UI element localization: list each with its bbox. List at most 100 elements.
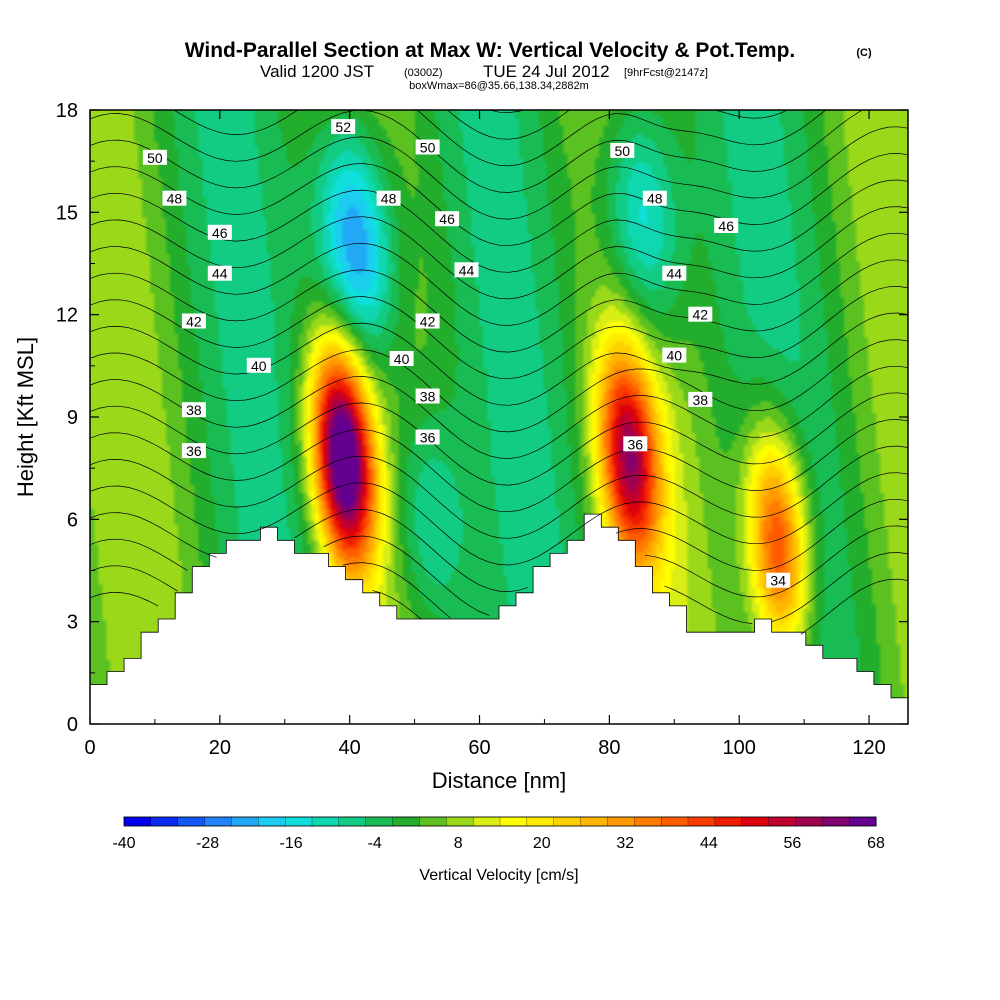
theta-label-bg: [662, 265, 687, 281]
colorbar-swatch: [311, 816, 340, 827]
theta-label-text: 36: [628, 436, 644, 452]
valid-zulu: (0300Z): [404, 67, 443, 79]
theta-label: 40: [389, 351, 414, 367]
theta-label-bg: [415, 139, 440, 155]
theta-label-text: 46: [439, 211, 455, 227]
theta-label-bg: [162, 190, 187, 206]
colorbar-tick-label: -4: [368, 835, 382, 852]
colorbar-tick-label: -40: [112, 835, 135, 852]
colorbar-frame: [123, 816, 877, 827]
theta-label-bg: [714, 218, 739, 233]
theta-label-bg: [181, 443, 206, 459]
colorbar-swatch: [446, 816, 474, 827]
colorbar-swatch: [231, 816, 259, 827]
theta-contours: [90, 0, 908, 635]
theta-label-bg: [207, 224, 232, 240]
forecast-info: [9hrFcst@2147z]: [624, 67, 708, 79]
theta-contour-line: [90, 126, 908, 220]
theta-label-bg: [389, 351, 414, 366]
y-tick-label: 0: [67, 714, 78, 736]
colorbar-tick-label: -16: [280, 835, 303, 852]
theta-label-text: 48: [167, 191, 183, 207]
theta-label-bg: [207, 265, 232, 281]
colorbar-swatch: [660, 816, 689, 827]
theta-label: 46: [435, 211, 460, 227]
valid-date: TUE 24 Jul 2012: [483, 62, 610, 81]
theta-contour-line: [90, 365, 908, 459]
theta-contour-line: [173, 110, 827, 167]
theta-label-text: 46: [212, 225, 228, 241]
theta-label: 44: [454, 262, 479, 278]
colorbar-tick-label: 20: [533, 835, 551, 852]
x-tick-label: 80: [598, 737, 620, 759]
valid-prefix: Valid 1200 JST: [260, 62, 374, 81]
theta-label-text: 38: [693, 392, 709, 408]
theta-label-text: 48: [381, 191, 397, 207]
colorbar-swatch: [526, 816, 555, 827]
theta-contour-line: [90, 312, 908, 406]
theta-label-bg: [415, 313, 440, 329]
theta-label: 36: [415, 429, 440, 446]
theta-contour-line: [90, 0, 908, 33]
theta-label: 46: [714, 218, 739, 234]
theta-label-bg: [688, 391, 713, 407]
theta-label-bg: [142, 149, 167, 165]
theta-label-bg: [246, 357, 271, 373]
theta-contour-line: [90, 392, 908, 486]
theta-label-text: 44: [667, 266, 683, 282]
theta-label-text: 44: [212, 266, 228, 282]
colorbar-swatch: [392, 816, 420, 827]
theta-label-text: 40: [394, 351, 410, 367]
theta-label: 48: [642, 190, 667, 207]
x-tick-label: 60: [468, 737, 490, 759]
x-tick-label: 100: [723, 737, 756, 759]
theta-label-text: 40: [251, 358, 267, 374]
colorbar-title: Vertical Velocity [cm/s]: [419, 867, 578, 884]
colorbar-swatch: [123, 816, 152, 827]
theta-label-text: 48: [647, 191, 663, 207]
colorbar-swatch: [580, 816, 608, 827]
theta-label-bg: [181, 402, 206, 418]
colorbar: -40 -28 -16 -4 8 20 32 44 56 68: [112, 816, 885, 852]
colorbar-swatch: [472, 816, 501, 827]
theta-contour-line: [90, 578, 908, 635]
theta-contour-line: [90, 552, 908, 624]
theta-label-text: 46: [718, 218, 734, 234]
theta-label-bg: [454, 262, 479, 278]
theta-contour-line: [90, 153, 908, 247]
theta-label-text: 50: [147, 150, 163, 166]
colorbar-tick-label: 56: [784, 835, 802, 852]
theta-label-bg: [181, 313, 206, 329]
theta-label-text: 36: [420, 430, 436, 446]
colorbar-tick-label: 68: [867, 835, 885, 852]
theta-label: 38: [415, 388, 440, 405]
theta-label: 46: [207, 224, 232, 241]
theta-label-bg: [435, 211, 460, 227]
theta-label-text: 52: [335, 119, 351, 135]
colorbar-tick-label: -28: [196, 835, 219, 852]
theta-label-bg: [331, 119, 356, 135]
theta-contour-line: [90, 110, 864, 193]
colorbar-swatch: [848, 816, 877, 827]
theta-label: 42: [415, 313, 440, 330]
theta-contour-line: [90, 498, 908, 592]
theta-label-bg: [623, 436, 648, 452]
theta-contour-line: [90, 472, 908, 566]
theta-label-text: 42: [186, 314, 202, 330]
colorbar-tick-label: 8: [454, 835, 463, 852]
colorbar-swatch: [499, 816, 528, 827]
x-tick-label: 120: [852, 737, 885, 759]
y-tick-label: 15: [56, 202, 78, 224]
theta-label-bg: [415, 429, 440, 445]
x-tick-label: 0: [84, 737, 95, 759]
theta-label-bg: [642, 190, 667, 206]
theta-label: 48: [376, 190, 401, 207]
theta-label: 50: [610, 142, 635, 159]
colorbar-swatch: [365, 816, 394, 827]
copyright-mark: (C): [856, 47, 872, 59]
colorbar-swatch: [553, 816, 582, 827]
theta-label: 40: [246, 357, 271, 374]
theta-contour-line: [90, 259, 908, 353]
x-tick-label: 20: [209, 737, 231, 759]
